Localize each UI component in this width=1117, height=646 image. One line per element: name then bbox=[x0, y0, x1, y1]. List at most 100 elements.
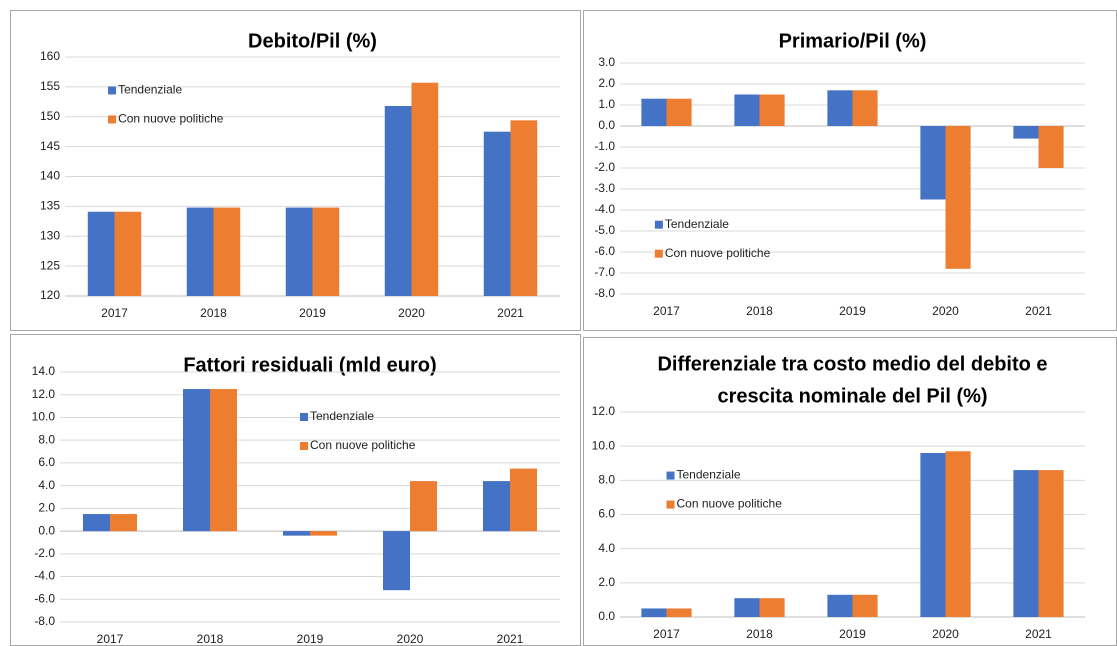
y-tick-label: -6.0 bbox=[594, 244, 615, 258]
legend-swatch bbox=[108, 115, 117, 124]
bar bbox=[285, 207, 313, 296]
x-tick-label: 2017 bbox=[653, 627, 680, 641]
y-tick-label: 12.0 bbox=[32, 387, 56, 401]
bar bbox=[827, 594, 853, 617]
bar bbox=[827, 90, 853, 126]
y-tick-label: 120 bbox=[40, 288, 60, 302]
bar bbox=[920, 126, 946, 200]
y-tick-label: 8.0 bbox=[38, 432, 55, 446]
bar bbox=[852, 90, 878, 126]
bar bbox=[945, 451, 971, 617]
y-tick-label: 0.0 bbox=[598, 609, 615, 623]
x-tick-label: 2019 bbox=[839, 627, 866, 641]
y-tick-label: -2.0 bbox=[594, 160, 615, 174]
bar bbox=[734, 598, 760, 617]
bar bbox=[213, 207, 241, 296]
bar bbox=[384, 105, 412, 297]
y-tick-label: 135 bbox=[40, 199, 60, 213]
bar bbox=[759, 94, 785, 126]
y-tick-label: 6.0 bbox=[38, 455, 55, 469]
x-tick-label: 2021 bbox=[1025, 304, 1052, 318]
legend-swatch bbox=[654, 220, 663, 229]
x-tick-label: 2019 bbox=[297, 632, 324, 646]
y-tick-label: -6.0 bbox=[34, 591, 55, 605]
bar bbox=[483, 481, 510, 532]
bar bbox=[641, 98, 667, 126]
bar bbox=[483, 131, 511, 296]
bar bbox=[114, 211, 142, 296]
y-tick-label: 1.0 bbox=[598, 97, 615, 111]
y-tick-label: 2.0 bbox=[598, 76, 615, 90]
legend-swatch bbox=[654, 249, 663, 258]
y-tick-label: -1.0 bbox=[594, 139, 615, 153]
legend-swatch bbox=[300, 413, 308, 421]
x-tick-label: 2018 bbox=[197, 632, 224, 646]
legend-label: Tendenziale bbox=[665, 217, 729, 231]
y-tick-label: -4.0 bbox=[594, 202, 615, 216]
bar bbox=[510, 120, 538, 297]
legend-label: Con nuove politiche bbox=[677, 497, 783, 511]
bar bbox=[186, 207, 214, 296]
y-tick-label: 4.0 bbox=[598, 541, 615, 555]
bar bbox=[312, 207, 340, 296]
y-tick-label: -2.0 bbox=[34, 546, 55, 560]
chart-title: Fattori residuali (mld euro) bbox=[183, 354, 436, 376]
legend-swatch bbox=[300, 442, 308, 450]
legend-swatch bbox=[666, 500, 675, 509]
bar bbox=[666, 608, 692, 617]
y-tick-label: -8.0 bbox=[594, 286, 615, 300]
y-tick-label: 0.0 bbox=[598, 118, 615, 132]
bar bbox=[310, 531, 337, 536]
bar bbox=[666, 98, 692, 126]
y-tick-label: 4.0 bbox=[38, 478, 55, 492]
bar bbox=[283, 531, 310, 536]
y-tick-label: 6.0 bbox=[598, 507, 615, 521]
x-tick-label: 2019 bbox=[839, 304, 866, 318]
bar bbox=[641, 608, 667, 617]
legend-label: Tendenziale bbox=[677, 468, 741, 482]
y-tick-label: -4.0 bbox=[34, 569, 55, 583]
y-tick-label: 0.0 bbox=[38, 523, 55, 537]
y-tick-label: 145 bbox=[40, 139, 60, 153]
y-tick-label: -3.0 bbox=[594, 181, 615, 195]
panel bbox=[583, 10, 1117, 331]
x-tick-label: 2020 bbox=[397, 632, 424, 646]
y-tick-label: 10.0 bbox=[592, 438, 616, 452]
y-tick-label: -8.0 bbox=[34, 614, 55, 628]
bar bbox=[852, 594, 878, 617]
chart-title: crescita nominale del Pil (%) bbox=[717, 385, 987, 407]
legend-swatch bbox=[108, 86, 117, 95]
bar bbox=[1038, 470, 1064, 617]
y-tick-label: 12.0 bbox=[592, 404, 616, 418]
y-tick-label: 150 bbox=[40, 109, 60, 123]
legend-swatch bbox=[666, 471, 675, 480]
bar bbox=[410, 481, 437, 532]
y-tick-label: 155 bbox=[40, 79, 60, 93]
bar bbox=[183, 389, 210, 532]
bar bbox=[1013, 126, 1039, 139]
bar bbox=[945, 126, 971, 269]
bar bbox=[383, 531, 410, 591]
y-tick-label: 125 bbox=[40, 258, 60, 272]
y-tick-label: 8.0 bbox=[598, 473, 615, 487]
legend-label: Con nuove politiche bbox=[118, 112, 224, 126]
x-tick-label: 2020 bbox=[932, 304, 959, 318]
bar bbox=[759, 598, 785, 617]
y-tick-label: 160 bbox=[40, 49, 60, 63]
bar bbox=[510, 468, 537, 532]
y-tick-label: 130 bbox=[40, 228, 60, 242]
x-tick-label: 2017 bbox=[101, 306, 128, 320]
bar bbox=[411, 82, 439, 296]
bar bbox=[110, 514, 137, 532]
bar bbox=[734, 94, 760, 126]
x-tick-label: 2020 bbox=[932, 627, 959, 641]
x-tick-label: 2017 bbox=[653, 304, 680, 318]
x-tick-label: 2018 bbox=[746, 627, 773, 641]
bar bbox=[1013, 470, 1039, 617]
x-tick-label: 2017 bbox=[97, 632, 124, 646]
y-tick-label: 10.0 bbox=[32, 410, 56, 424]
y-tick-label: 14.0 bbox=[32, 364, 56, 378]
bar bbox=[210, 389, 237, 532]
x-tick-label: 2018 bbox=[200, 306, 227, 320]
